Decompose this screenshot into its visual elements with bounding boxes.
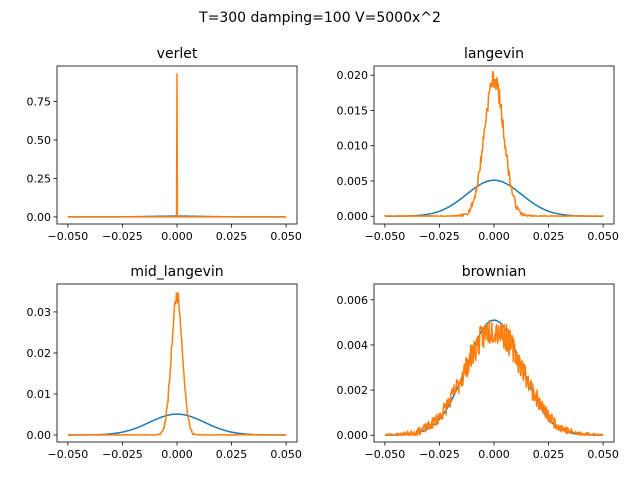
x-tick-label: −0.050 xyxy=(365,448,406,461)
subplot-brownian: brownian −0.050 −0.025 0.000 0.025 0.050 0.000… xyxy=(337,264,619,461)
x-tick-label: 0.025 xyxy=(216,448,248,461)
x-tick-label: 0.000 xyxy=(478,230,510,243)
y-tick-label: 0.002 xyxy=(337,384,369,397)
axes-frame xyxy=(373,283,615,443)
series-line-theory xyxy=(384,179,604,217)
x-tick-label: 0.050 xyxy=(270,448,302,461)
y-tick-label: 0.015 xyxy=(337,104,369,117)
subplot-title: mid_langevin xyxy=(130,264,223,280)
x-tick-label: 0.000 xyxy=(161,448,193,461)
x-tick-label: 0.050 xyxy=(587,448,619,461)
y-tick-label: 0.03 xyxy=(27,306,52,319)
y-tick-label: 0.004 xyxy=(337,339,369,352)
axes-frame xyxy=(373,65,615,225)
series-line-simulated xyxy=(384,319,604,436)
x-tick-label: 0.050 xyxy=(587,230,619,243)
x-tick-label: −0.025 xyxy=(419,230,460,243)
x-tick-label: 0.050 xyxy=(270,230,302,243)
subplot-langevin: langevin −0.050 −0.025 0.000 0.025 0.050 0.000… xyxy=(337,46,619,243)
y-tick-label: 0.00 xyxy=(27,211,52,224)
y-tick-label: 0.50 xyxy=(27,134,52,147)
subplot-verlet: verlet −0.050 −0.025 0.000 0.025 0.050 0.00 0.2… xyxy=(27,46,302,243)
x-tick-label: −0.025 xyxy=(419,448,460,461)
y-tick-label: 0.000 xyxy=(337,429,369,442)
x-tick-label: −0.050 xyxy=(48,230,89,243)
subplot-title: verlet xyxy=(157,46,198,62)
y-tick-label: 0.005 xyxy=(337,175,369,188)
series-line-simulated xyxy=(67,72,287,218)
subplot-grid: verlet −0.050 −0.025 0.000 0.025 0.050 0.00 0.2… xyxy=(27,46,619,461)
series-line-simulated xyxy=(384,70,604,217)
y-tick-label: 0.000 xyxy=(337,210,369,223)
subplot-title: brownian xyxy=(462,264,527,280)
y-tick-label: 0.006 xyxy=(337,294,369,307)
x-tick-label: −0.050 xyxy=(365,230,406,243)
x-tick-label: −0.050 xyxy=(48,448,89,461)
y-tick-label: 0.02 xyxy=(27,347,52,360)
x-tick-label: 0.025 xyxy=(533,230,565,243)
axes-frame xyxy=(56,283,298,443)
y-tick-label: 0.25 xyxy=(27,172,52,185)
y-tick-label: 0.01 xyxy=(27,388,52,401)
series-line-simulated xyxy=(67,292,287,436)
y-tick-label: 0.010 xyxy=(337,140,369,153)
y-tick-label: 0.00 xyxy=(27,429,52,442)
figure-title: T=300 damping=100 V=5000x^2 xyxy=(198,10,441,26)
y-tick-label: 0.75 xyxy=(27,95,52,108)
subplot-title: langevin xyxy=(464,46,524,62)
subplot-mid-langevin: mid_langevin −0.050 −0.025 0.000 0.025 0.050 0… xyxy=(27,264,302,461)
x-tick-label: 0.025 xyxy=(216,230,248,243)
x-tick-label: 0.025 xyxy=(533,448,565,461)
x-tick-label: 0.000 xyxy=(478,448,510,461)
x-tick-label: −0.025 xyxy=(102,230,143,243)
x-tick-label: −0.025 xyxy=(102,448,143,461)
y-tick-label: 0.020 xyxy=(337,69,369,82)
series-line-theory xyxy=(67,413,287,436)
x-tick-label: 0.000 xyxy=(161,230,193,243)
